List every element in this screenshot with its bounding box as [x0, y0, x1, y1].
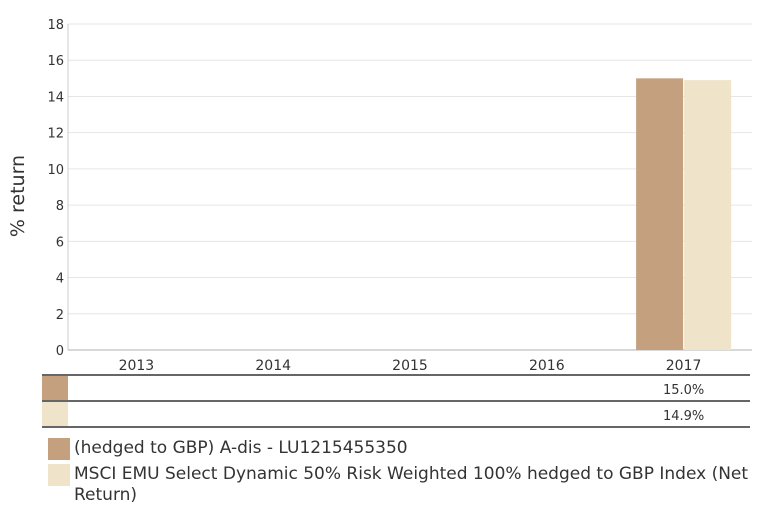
y-tick-label-16: 16 [47, 54, 64, 69]
legend-label-fund: (hedged to GBP) A-dis - LU1215455350 [74, 438, 408, 458]
x-tick-label-2014: 2014 [255, 358, 291, 374]
legend-item-index: MSCI EMU Select Dynamic 50% Risk Weighte… [48, 464, 764, 506]
y-tick-label-14: 14 [47, 90, 64, 105]
y-tick-label-18: 18 [47, 18, 64, 33]
x-tick-label-2017: 2017 [666, 358, 702, 374]
table-swatch-series0 [42, 376, 68, 400]
bar-chart: 0 2 4 6 8 10 12 14 16 18 2013 2014 2015 2016 2017 15.… [7, 18, 752, 428]
y-tick-label-0: 0 [56, 344, 64, 359]
x-tick-label-2016: 2016 [529, 358, 565, 374]
y-tick-label-4: 4 [56, 272, 64, 287]
y-tick-label-2: 2 [56, 308, 64, 323]
legend-swatch-index [48, 464, 70, 486]
bar-series1-2017 [684, 80, 732, 351]
legend: (hedged to GBP) A-dis - LU1215455350 MSC… [48, 438, 764, 510]
y-tick-label-10: 10 [47, 163, 64, 178]
y-axis-label: % return [7, 155, 29, 237]
bar-series0-2017 [636, 78, 684, 350]
y-tick-label-12: 12 [47, 127, 64, 142]
x-tick-label-2013: 2013 [119, 358, 155, 374]
table-swatch-series1 [42, 402, 68, 426]
y-tick-label-8: 8 [56, 199, 64, 214]
table-value-series1-2017: 14.9% [663, 409, 704, 424]
x-tick-label-2015: 2015 [392, 358, 428, 374]
legend-swatch-fund [48, 438, 70, 460]
legend-item-fund: (hedged to GBP) A-dis - LU1215455350 [48, 438, 764, 460]
y-tick-label-6: 6 [56, 235, 64, 250]
legend-label-index: MSCI EMU Select Dynamic 50% Risk Weighte… [74, 464, 749, 505]
table-value-series0-2017: 15.0% [663, 383, 704, 398]
